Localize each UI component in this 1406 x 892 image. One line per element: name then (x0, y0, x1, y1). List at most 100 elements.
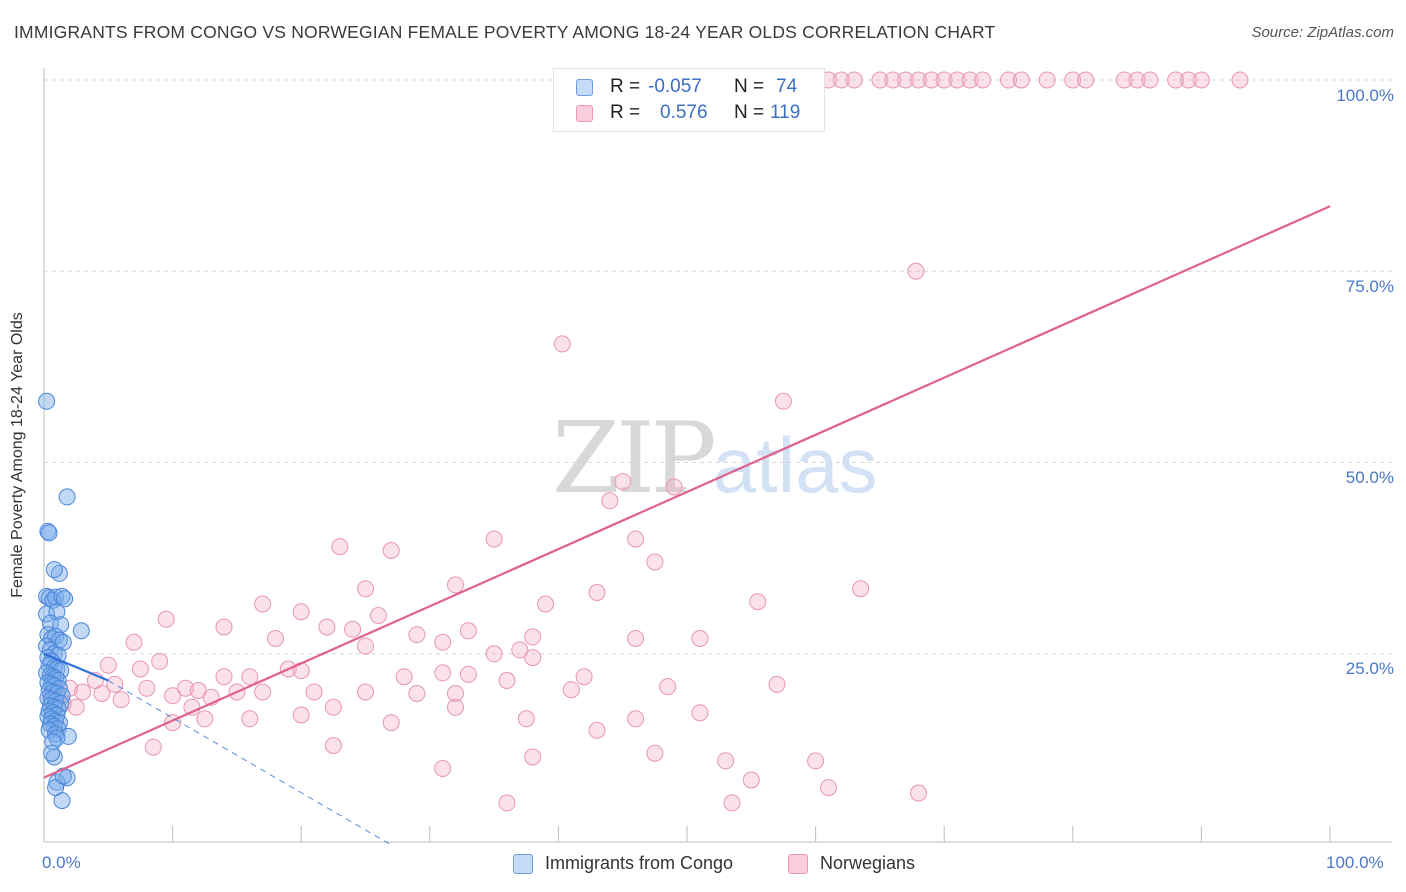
norwegians-point (524, 748, 542, 766)
norwegians-point (562, 681, 580, 699)
norwegians-point (1192, 71, 1210, 89)
norwegians-point (254, 683, 272, 701)
grid-layer (44, 79, 1392, 655)
congo-point (40, 524, 58, 542)
norwegians-point (151, 652, 169, 670)
norwegians-point (164, 687, 182, 705)
norwegians-point (691, 704, 709, 722)
norwegians-point (948, 71, 966, 89)
congo-point (53, 587, 71, 605)
r-label: R = (610, 76, 641, 97)
norwegians-point (646, 553, 664, 571)
n-value: 119 (770, 102, 801, 123)
norwegians-point (498, 794, 516, 812)
norwegians-point (723, 794, 741, 812)
norwegians-point (871, 71, 889, 89)
congo-trend-line (43, 652, 109, 682)
congo-point (38, 605, 56, 623)
norwegians-point (434, 633, 452, 651)
norwegians-point (459, 622, 477, 640)
norwegians-point (369, 607, 387, 624)
norwegians-point (196, 710, 214, 728)
norwegians-point (382, 542, 400, 559)
norwegians-point (907, 262, 925, 280)
norwegians-point (395, 668, 413, 686)
norwegians-point (131, 660, 149, 678)
watermark-zip: ZIP (552, 402, 717, 516)
norwegians-points (41, 71, 1249, 812)
norwegians-point (749, 593, 767, 611)
norwegians-point (241, 710, 259, 728)
norwegians-point (106, 675, 124, 693)
norwegians-point (434, 760, 452, 777)
norwegians-point (74, 683, 92, 701)
norwegians-point (485, 530, 503, 548)
norwegians-point (1012, 71, 1030, 89)
norwegians-point (1038, 71, 1056, 89)
norwegians-point (897, 71, 915, 89)
congo-point (54, 633, 72, 651)
norwegians-point (99, 656, 117, 674)
norwegians-point (691, 630, 709, 647)
norwegians-point (447, 576, 464, 594)
norwegians-point (498, 672, 516, 689)
x-tick-label-max: 100.0% (1326, 853, 1384, 872)
norwegians-point (1128, 71, 1146, 89)
norwegians-point (511, 641, 529, 659)
norwegians-point (241, 668, 259, 686)
n-label: N = (734, 76, 765, 97)
n-label: N = (734, 102, 765, 123)
r-value: 0.576 (660, 102, 708, 123)
congo-point (48, 773, 66, 791)
norwegians-point (177, 679, 194, 697)
norwegians-point (665, 478, 683, 496)
norwegians-point (601, 492, 619, 510)
norwegians-point (215, 618, 233, 636)
norwegians-point (157, 610, 175, 628)
norwegians-point (524, 628, 542, 646)
norwegians-point (774, 392, 792, 410)
norwegians-point (974, 71, 992, 89)
norwegians-point (935, 71, 953, 89)
norwegians-point (627, 630, 645, 647)
norwegians-point (215, 668, 233, 686)
norwegians-point (292, 603, 310, 621)
norwegians-point (67, 698, 85, 716)
norwegians-point (1231, 71, 1249, 89)
norwegians-point (357, 683, 374, 701)
norwegians-point (910, 71, 927, 89)
congo-point (38, 392, 56, 410)
r-value: -0.057 (648, 76, 702, 97)
norwegians-point (852, 580, 870, 598)
correlation-legend: R = -0.057 N = 74 R = 0.576 N = 119 (553, 68, 825, 132)
congo-swatch (576, 79, 593, 96)
norwegians-point (112, 691, 130, 709)
congo-point (58, 488, 76, 506)
norwegians-point (742, 771, 760, 789)
norwegians-point (357, 637, 374, 655)
norwegians-swatch (576, 105, 593, 122)
y-axis-label: Female Poverty Among 18-24 Year Olds (9, 312, 26, 598)
n-value: 74 (776, 76, 798, 97)
norwegians-point (820, 779, 837, 797)
r-label: R = (610, 102, 641, 123)
norwegians-point (447, 698, 464, 716)
norwegians-point (144, 738, 162, 756)
norwegians-point (659, 678, 677, 696)
norwegians-point (524, 649, 542, 667)
norwegians-point (408, 626, 426, 644)
y-tick-label: 75.0% (1345, 277, 1394, 296)
norwegians-point (1167, 71, 1185, 89)
congo-point (56, 590, 74, 608)
axis-layer (43, 68, 1392, 843)
norwegians-point (961, 71, 979, 89)
norwegians-point (717, 752, 735, 770)
norwegians-point (517, 710, 535, 728)
y-tick-label: 50.0% (1345, 468, 1394, 487)
chart-title: IMMIGRANTS FROM CONGO VS NORWEGIAN FEMAL… (14, 22, 996, 42)
norwegians-point (1000, 71, 1017, 89)
norwegians-point (1064, 71, 1082, 89)
norwegians-point (1141, 71, 1159, 89)
norwegians-point (910, 784, 927, 802)
